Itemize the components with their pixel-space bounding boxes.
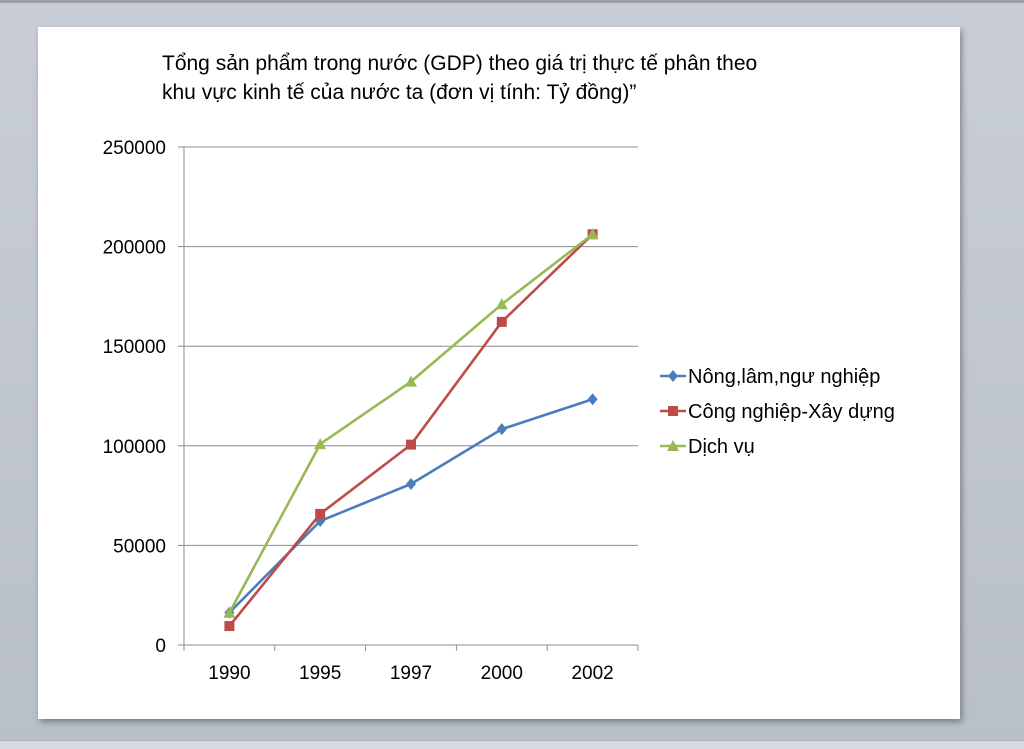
chart-title-line-1: Tổng sản phẩm trong nước (GDP) theo giá … [162,52,758,75]
series-1 [224,393,598,619]
data-point [223,606,236,618]
legend-marker [668,406,678,416]
y-tick-label: 150000 [103,337,166,358]
slide-canvas: Tổng sản phẩm trong nước (GDP) theo giá … [38,27,960,719]
data-point [315,508,326,519]
x-tick-label: 1990 [208,663,250,684]
series-line [228,397,594,614]
data-point [406,439,416,450]
y-tick-label: 200000 [103,238,166,259]
y-tick-label: 250000 [103,138,166,159]
window-top-edge [0,0,1024,3]
data-point [496,316,507,327]
legend-label: Nông,lâm,ngư nghiệp [688,366,880,388]
x-axis-tick-labels: 1990 1995 1997 2000 2002 [208,663,613,684]
series-lines [223,228,599,632]
legend-entry: Công nghiệp-Xây dựng [660,401,895,423]
legend-marker [667,440,679,451]
legend-marker [668,370,678,382]
grid-lines [184,146,638,546]
y-axis-tick-labels: 0 50000 100000 150000 200000 250000 [103,138,166,657]
series-line [228,233,594,627]
series-2 [224,229,598,632]
data-point [587,393,598,406]
data-point [406,477,416,490]
data-point [586,228,599,240]
y-tick-label: 50000 [113,536,166,557]
legend-label: Dịch vụ [688,436,755,458]
data-point [314,438,327,450]
x-tick-label: 1997 [390,663,432,684]
window-bottom-edge [0,740,1024,749]
legend: Nông,lâm,ngư nghiệp Công nghiệp-Xây dựng D… [660,366,895,458]
data-point [495,298,508,310]
data-point [405,375,417,387]
series-3 [223,228,599,618]
legend-entry: Dịch vụ [660,436,755,458]
x-tick-label: 2002 [571,663,613,684]
data-point [224,621,235,632]
x-tick-label: 1995 [299,663,341,684]
data-point [496,423,507,436]
y-tick-label: 100000 [103,437,166,458]
x-tick-label: 2000 [481,663,523,684]
chart-title-line-2: khu vực kinh tế của nước ta (đơn vị tính… [162,81,637,104]
chart-title: Tổng sản phẩm trong nước (GDP) theo giá … [162,49,862,107]
legend-label: Công nghiệp-Xây dựng [688,401,895,423]
axes [178,146,639,651]
y-tick-label: 0 [155,636,166,657]
legend-entry: Nông,lâm,ngư nghiệp [660,366,880,388]
